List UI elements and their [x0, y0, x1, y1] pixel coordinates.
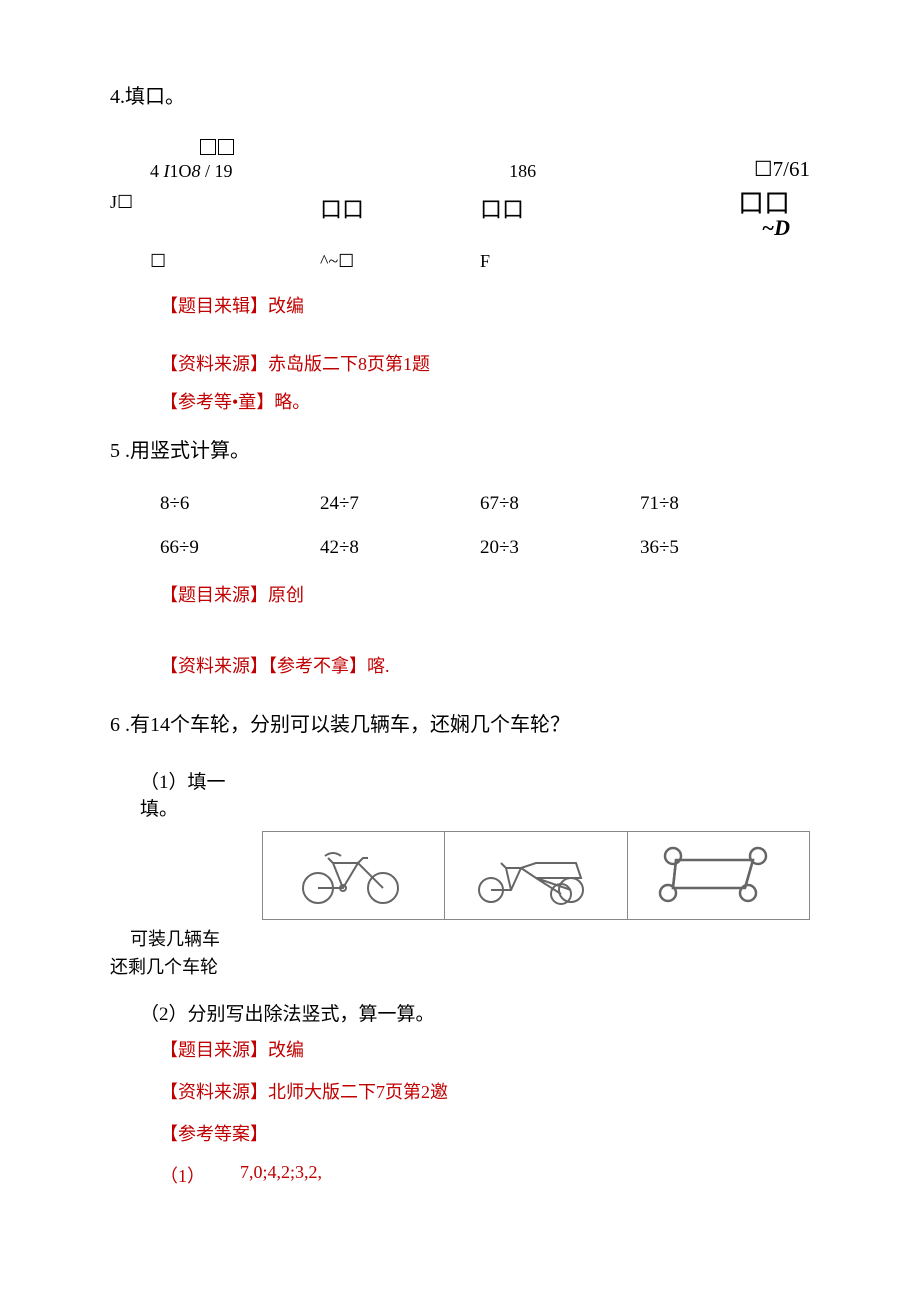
bicycle-icon — [283, 838, 423, 908]
q4-boxes: 口口 — [480, 197, 524, 222]
q6-material-note: 【资料来源】北师大版二下7页第2邀 — [160, 1078, 810, 1104]
tricycle-cell — [445, 832, 627, 920]
q4-title: 4.填口。 — [110, 80, 810, 109]
q4-source-note: 【题目来辑】改编 — [160, 292, 810, 318]
division-problem: 42÷8 — [320, 537, 480, 559]
q5-material-note: 【资料来源】【参考不拿】喀. — [160, 652, 810, 678]
cart-cell — [627, 832, 810, 920]
q6-row-label2: 还剩几个车轮 — [110, 953, 810, 979]
q4-text: ☐7/61 — [754, 157, 810, 182]
division-problem: 24÷7 — [320, 493, 480, 515]
q4-boxes: 口口 — [320, 197, 364, 222]
division-problem: 20÷3 — [480, 537, 640, 559]
q4-boxes: 口口 — [660, 192, 790, 215]
q4-text: 186 — [509, 161, 536, 182]
bicycle-cell — [262, 832, 444, 920]
q4-text: 4 I1O8 / 19 — [150, 161, 233, 182]
box-icon — [218, 139, 234, 155]
box-icon — [200, 139, 216, 155]
division-problem: 71÷8 — [640, 493, 800, 515]
q4-answer-note: 【参考等•童】略。 — [160, 388, 810, 414]
q6-answer-1: （1） 7,0;4,2;3,2, — [160, 1162, 810, 1188]
q4-text: ☐ — [150, 251, 166, 271]
cart-icon — [648, 838, 788, 908]
q5-source-note: 【题目来源】原创 — [160, 581, 810, 607]
q6-answer-label: 【参考等案】 — [160, 1120, 810, 1146]
answer-text: 7,0;4,2;3,2, — [240, 1162, 322, 1188]
q6-sub2: （2）分别写出除法竖式，算一算。 — [140, 999, 810, 1026]
q4-body: 4 I1O8 / 19 186 ☐7/61 J☐ 口口 口口 口口 ~D — [110, 139, 810, 272]
q5-problems: 8÷6 24÷7 67÷8 71÷8 66÷9 42÷8 20÷3 36÷5 — [160, 493, 810, 559]
q4-text: ^~☐ — [320, 251, 354, 271]
division-problem: 8÷6 — [160, 493, 320, 515]
answer-number: （1） — [160, 1162, 240, 1188]
q4-material-note: 【资料来源】赤岛版二下8页第1题 — [160, 350, 810, 376]
q4-text: ~D — [660, 215, 790, 241]
tricycle-icon — [466, 838, 606, 908]
division-problem: 36÷5 — [640, 537, 800, 559]
q6-title: 6 .有14个车轮，分别可以装几辆车，还娴几个车轮？ — [110, 708, 810, 737]
q4-text: J☐ — [110, 192, 133, 212]
q4-text: F — [480, 251, 490, 271]
division-problem: 66÷9 — [160, 537, 320, 559]
q6-source-note: 【题目来源】改编 — [160, 1036, 810, 1062]
q5-title: 5 .用竖式计算。 — [110, 434, 810, 463]
q6-row-label1: 可装几辆车 — [130, 925, 810, 951]
vehicle-table — [110, 831, 810, 920]
q6-sub1: （1）填一填。 — [140, 767, 260, 821]
division-problem: 67÷8 — [480, 493, 640, 515]
